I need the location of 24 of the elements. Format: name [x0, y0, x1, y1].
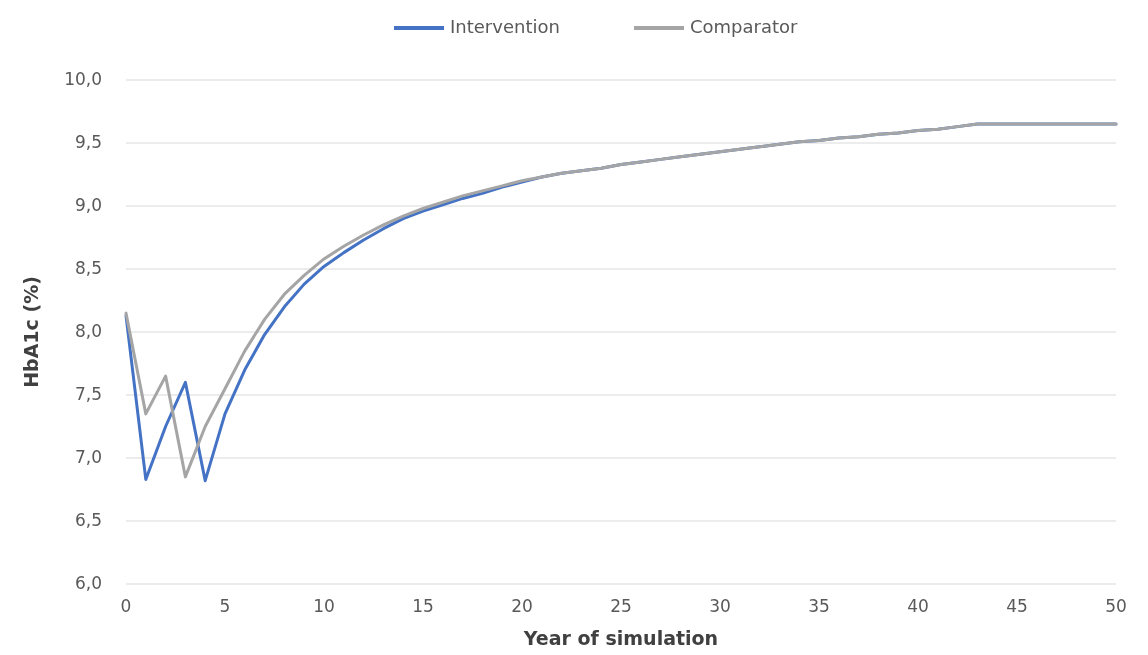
y-tick-label: 7,0 [74, 447, 102, 467]
legend-label: Comparator [690, 16, 799, 37]
x-tick-label: 35 [808, 596, 830, 616]
y-tick-label: 9,0 [74, 195, 102, 215]
x-tick-label: 10 [313, 596, 335, 616]
x-tick-label: 5 [219, 596, 231, 616]
x-tick-label: 45 [1006, 596, 1028, 616]
x-tick-label: 15 [412, 596, 434, 616]
y-tick-label: 6,5 [74, 510, 102, 530]
x-tick-label: 40 [907, 596, 929, 616]
y-tick-label: 10,0 [64, 69, 102, 89]
legend-label: Intervention [450, 16, 560, 37]
x-tick-label: 50 [1105, 596, 1127, 616]
y-tick-label: 8,5 [74, 258, 102, 278]
y-tick-label: 6,0 [74, 573, 102, 593]
y-axis-title: HbA1c (%) [20, 276, 42, 388]
x-tick-label: 30 [709, 596, 731, 616]
x-tick-label: 20 [511, 596, 533, 616]
y-tick-label: 7,5 [74, 384, 102, 404]
y-tick-label: 9,5 [74, 132, 102, 152]
y-tick-label: 8,0 [74, 321, 102, 341]
x-axis-title: Year of simulation [522, 627, 719, 649]
x-tick-label: 0 [120, 596, 132, 616]
x-tick-label: 25 [610, 596, 632, 616]
